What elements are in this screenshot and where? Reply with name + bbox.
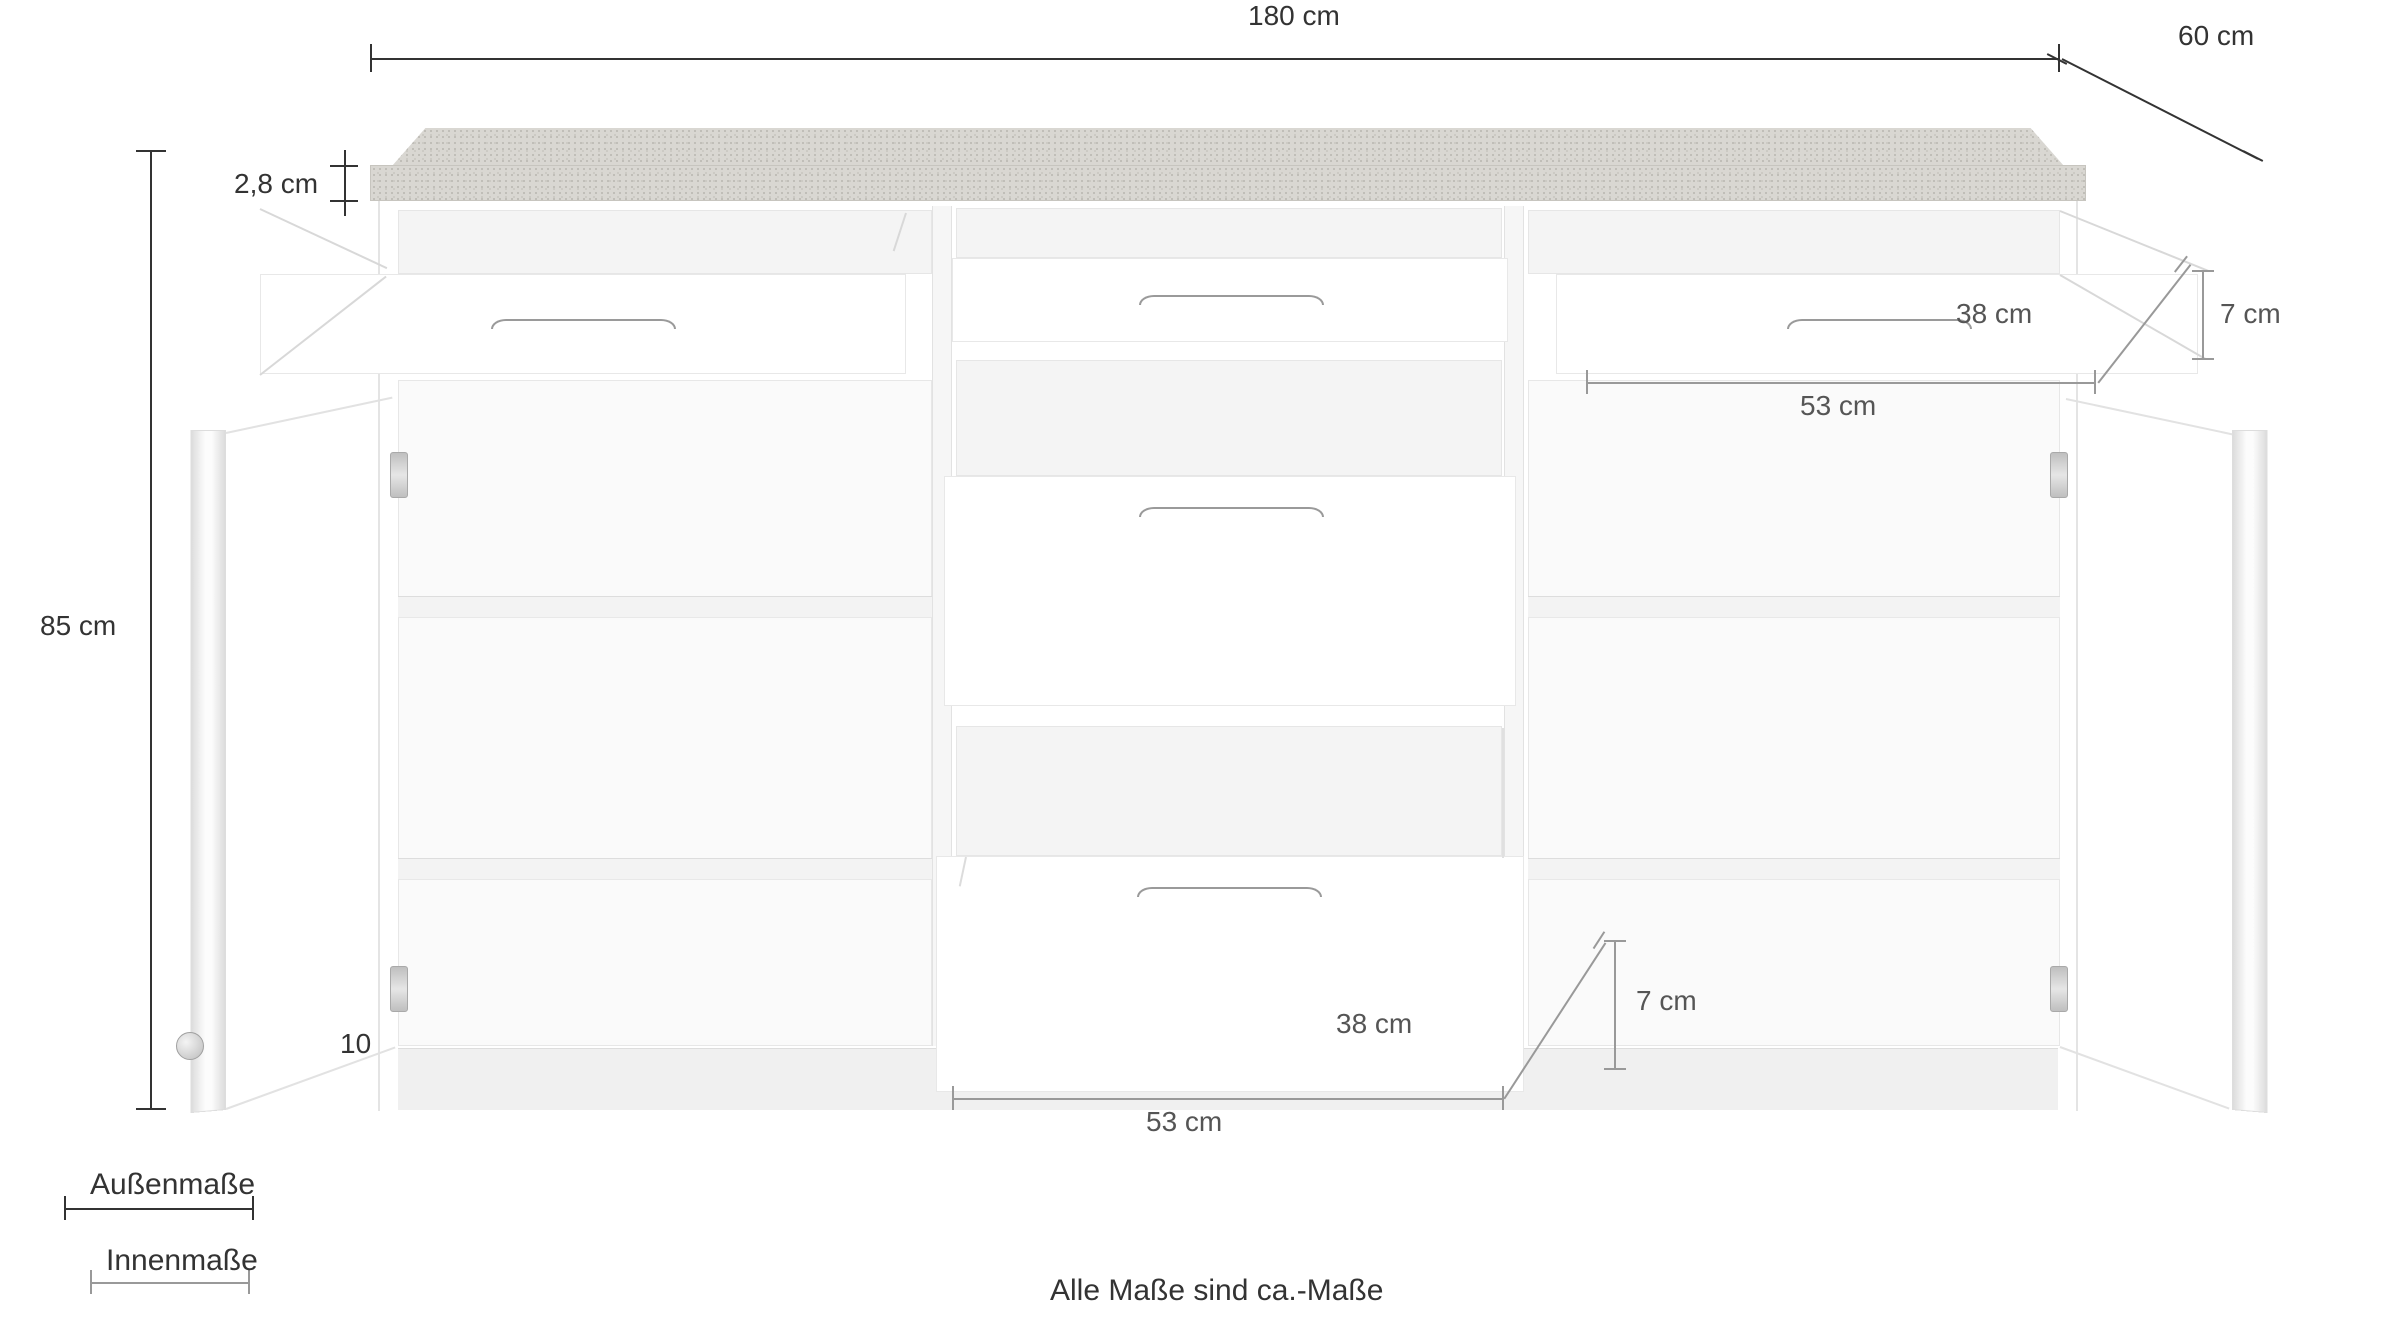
dim-drawer-d-label-1: 38 cm <box>1956 298 2032 330</box>
center-drawer1-interior <box>956 208 1502 258</box>
handle-icon <box>1787 319 1972 329</box>
center-drawer3-front <box>936 856 1524 1092</box>
center-drawer3-persp-r <box>1502 728 1504 858</box>
dim-drawer-w-t1a <box>1586 370 1588 394</box>
countertop-top-bevel <box>392 128 2064 166</box>
right-drawer-side-r <box>2060 210 2209 272</box>
handle-icon <box>1139 295 1324 305</box>
dim-height-tick-bottom <box>136 1108 166 1110</box>
dim-drawer-h-label-2: 7 cm <box>1636 985 1697 1017</box>
dim-depth-label: 60 cm <box>2178 20 2254 52</box>
hinge-icon <box>390 452 408 498</box>
dim-drawer-h-t1b <box>2192 358 2214 360</box>
legend-inner-tick-l <box>90 1270 92 1294</box>
dim-drawer-d-label-2: 38 cm <box>1336 1008 1412 1040</box>
dim-drawer-w-t2a <box>952 1086 954 1110</box>
left-drawer-front <box>260 274 906 374</box>
center-drawer2-interior <box>956 360 1502 476</box>
dim-drawer-h-t2a <box>1604 940 1626 942</box>
hinge-icon <box>2050 452 2068 498</box>
right-door-line-top <box>2066 398 2233 435</box>
dim-drawer-h-t2b <box>1604 1068 1626 1070</box>
legend-inner-line <box>90 1282 250 1284</box>
center-drawer3-interior <box>956 726 1502 856</box>
knob-icon <box>176 1032 204 1060</box>
right-shelf-upper <box>1528 596 2060 618</box>
dim-drawer-w-line-2 <box>952 1098 1502 1100</box>
dim-topthick-label: 2,8 cm <box>234 168 318 200</box>
right-shelf-lower <box>1528 858 2060 880</box>
left-shelf-upper <box>398 596 932 618</box>
dim-drawer-h-line-2 <box>1614 940 1616 1070</box>
left-drawer-interior <box>398 210 932 274</box>
left-drawer-side-l <box>260 208 388 269</box>
left-door-line-top <box>226 397 393 434</box>
dim-topthick-line <box>344 150 346 216</box>
dim-drawer-h-line-1 <box>2202 270 2204 360</box>
handle-icon <box>491 319 676 329</box>
center-drawer2-front <box>944 476 1516 706</box>
countertop-front <box>370 165 2086 201</box>
legend-outer-line <box>64 1208 254 1210</box>
dim-drawer-h-label-1: 7 cm <box>2220 298 2281 330</box>
dim-width-line <box>370 58 2060 60</box>
right-drawer-front <box>1556 274 2198 374</box>
right-cupboard-interior <box>1528 380 2060 1046</box>
dim-height-label: 85 cm <box>40 610 116 642</box>
dim-width-tick-left <box>370 44 372 72</box>
legend-outer-label: Außenmaße <box>90 1168 255 1202</box>
left-door-line-bot <box>226 1046 396 1109</box>
hinge-icon <box>2050 966 2068 1012</box>
dim-depth-line <box>2062 58 2259 160</box>
right-drawer-interior <box>1528 210 2060 274</box>
dim-drawer-w-label-2: 53 cm <box>1146 1106 1222 1138</box>
left-shelf-lower <box>398 858 932 880</box>
hinge-icon <box>390 966 408 1012</box>
right-door-edge <box>2232 430 2268 1113</box>
legend-outer-tick-l <box>64 1196 66 1220</box>
left-cupboard-interior <box>398 380 932 1046</box>
right-door-line-bot <box>2060 1046 2230 1109</box>
legend-inner-label: Innenmaße <box>106 1244 258 1278</box>
dim-drawer-h-t1a <box>2192 270 2214 272</box>
center-drawer1-front <box>952 258 1508 342</box>
dim-height-line <box>150 150 152 1110</box>
handle-icon <box>1139 507 1324 517</box>
handle-icon <box>1137 887 1322 897</box>
dim-width-label: 180 cm <box>1248 0 1340 32</box>
center-drawer2-persp-l <box>944 476 946 478</box>
dim-depth-tick-end <box>2243 150 2264 162</box>
dim-drawer-w-t1b <box>2094 370 2096 394</box>
dim-height-tick-top <box>136 150 166 152</box>
left-door-edge <box>190 430 226 1113</box>
dim-drawer-w-label-1: 53 cm <box>1800 390 1876 422</box>
dim-drawer-w-line-1 <box>1586 382 2096 384</box>
footer-note: Alle Maße sind ca.-Maße <box>1050 1274 1383 1308</box>
